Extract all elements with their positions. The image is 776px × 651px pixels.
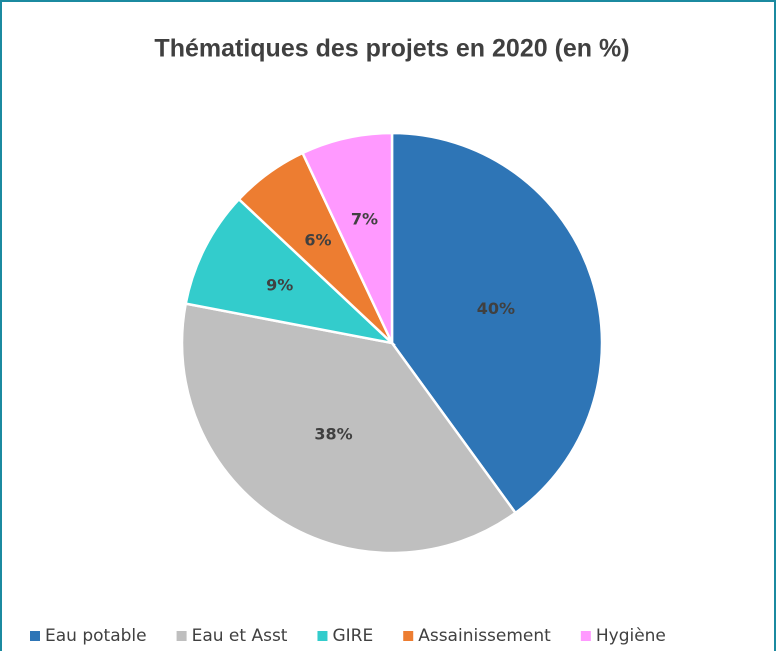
legend-swatch xyxy=(403,631,414,641)
pie-slice xyxy=(184,197,396,346)
legend-swatch xyxy=(30,631,40,641)
data-label: 9% xyxy=(266,275,293,294)
data-label: 40% xyxy=(477,299,515,318)
data-label: 38% xyxy=(314,425,352,444)
chart-title: Thématiques des projets en 2020 (en %) xyxy=(154,35,629,63)
pie-slice xyxy=(300,131,394,344)
legend-label: GIRE xyxy=(332,626,373,646)
data-label: 6% xyxy=(304,231,331,250)
legend-swatch xyxy=(317,631,328,641)
pie-slice xyxy=(390,131,604,515)
legend-label: Eau potable xyxy=(45,626,147,646)
legend-label: Eau et Asst xyxy=(192,626,288,646)
legend-label: Hygiène xyxy=(596,626,666,646)
legend-label: Assainissement xyxy=(418,626,551,646)
data-label: 7% xyxy=(351,210,378,229)
pie-slice xyxy=(180,302,518,555)
legend-swatch xyxy=(176,631,187,641)
legend-swatch xyxy=(580,631,591,641)
